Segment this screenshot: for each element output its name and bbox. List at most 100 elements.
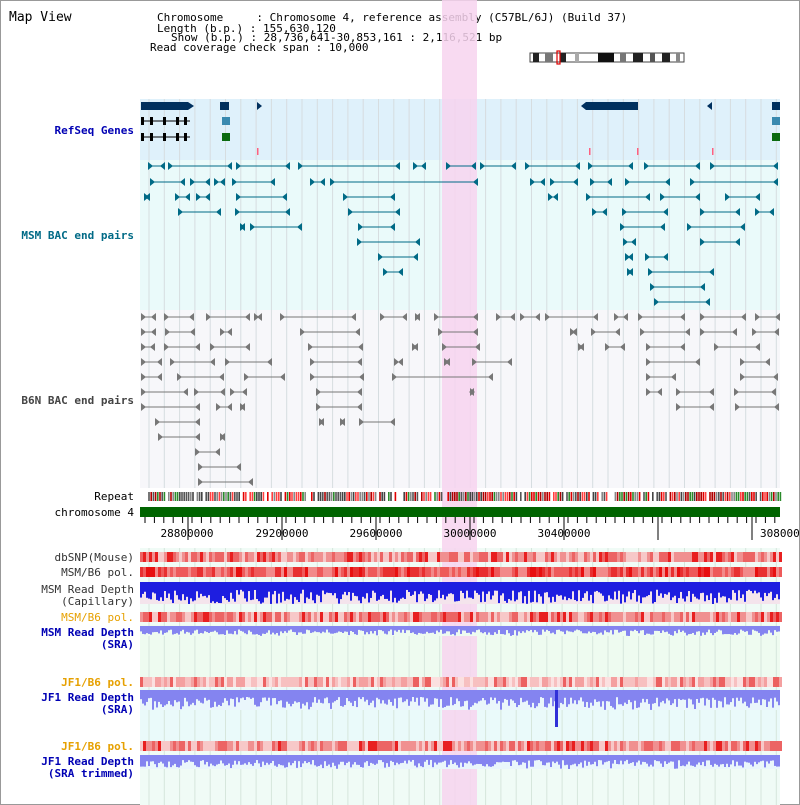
- msm-capillary-depth-bar: [740, 582, 742, 599]
- msm-pol2-cell: [737, 612, 740, 622]
- jf1-pol2-cell: [212, 741, 215, 751]
- jf1-sra-depth-bar: [774, 690, 776, 698]
- jf1-sra-depth-bar: [560, 690, 562, 703]
- track-label-repeat[interactable]: Repeat: [94, 490, 134, 503]
- msm-pol2-cell: [377, 612, 380, 622]
- jf1-pol2-cell: [398, 741, 401, 751]
- jf1-pol2-cell: [548, 741, 551, 751]
- track-label-msm-depth-sra[interactable]: MSM Read Depth (SRA): [41, 627, 134, 651]
- msm-pol2-cell: [413, 612, 416, 622]
- jf1-sra-depth-bar: [188, 690, 190, 707]
- jf1-trimmed-depth-bar: [702, 755, 704, 762]
- msm-pol2-cell: [758, 612, 761, 622]
- repeat-element: [713, 492, 716, 501]
- jf1-pol-cell: [560, 677, 563, 687]
- jf1-trimmed-depth-bar: [450, 755, 452, 761]
- b6n-bac-pair-end: [230, 388, 235, 396]
- track-label-jf1-pol-1[interactable]: JF1/B6 pol.: [61, 676, 134, 689]
- jf1-sra-depth-bar: [438, 690, 440, 707]
- repeat-element: [733, 492, 735, 501]
- msm-capillary-depth-bar: [292, 582, 294, 604]
- jf1-pol-cell: [761, 677, 764, 687]
- track-label-dbsnp[interactable]: dbSNP(Mouse): [54, 551, 134, 564]
- msm-pol2-cell: [440, 612, 443, 622]
- jf1-sra-depth-bar: [618, 690, 620, 705]
- msm-capillary-depth-bar: [564, 582, 566, 597]
- msm-sra-depth-bar: [150, 626, 152, 635]
- track-label-b6n-bac[interactable]: B6N BAC end pairs: [21, 394, 134, 407]
- jf1-trimmed-depth-bar: [404, 755, 406, 761]
- msm-pol-cell: [575, 567, 578, 577]
- msm-capillary-depth-bar: [682, 582, 684, 599]
- jf1-sra-depth-bar: [270, 690, 272, 706]
- jf1-trimmed-depth-bar: [278, 755, 280, 765]
- jf1-sra-depth-bar: [620, 690, 622, 705]
- b6n-bac-pair-end: [316, 388, 321, 396]
- jf1-pol2-cell: [269, 741, 272, 751]
- msm-capillary-depth-bar: [566, 582, 568, 601]
- jf1-pol2-cell: [665, 741, 668, 751]
- track-label-msm-bac[interactable]: MSM BAC end pairs: [21, 229, 134, 242]
- track-label-refseq[interactable]: RefSeq Genes: [54, 124, 134, 137]
- msm-sra-depth-bar: [768, 626, 770, 631]
- msm-pol-cell: [335, 567, 338, 577]
- track-label-msm-pol-2[interactable]: MSM/B6 pol.: [61, 611, 134, 624]
- jf1-sra-depth-bar: [694, 690, 696, 710]
- dbsnp-cell: [683, 552, 686, 562]
- jf1-sra-depth-bar: [664, 690, 666, 704]
- jf1-pol2-cell: [302, 741, 305, 751]
- msm-bac-pair-end: [725, 193, 730, 201]
- msm-pol2-cell: [617, 612, 620, 622]
- jf1-trimmed-depth-bar: [650, 755, 652, 765]
- jf1-trimmed-depth-bar: [432, 755, 434, 768]
- dbsnp-cell: [716, 552, 719, 562]
- jf1-pol2-cell: [599, 741, 602, 751]
- jf1-trimmed-depth-bar: [526, 755, 528, 769]
- jf1-sra-depth-bar: [496, 690, 498, 704]
- track-label-msm-depth-cap[interactable]: MSM Read Depth (Capillary): [41, 584, 134, 608]
- jf1-pol-cell: [470, 677, 473, 687]
- dbsnp-cell: [623, 552, 626, 562]
- msm-capillary-depth-bar: [424, 582, 426, 602]
- msm-pol-cell: [197, 567, 200, 577]
- jf1-trimmed-depth-bar: [614, 755, 616, 760]
- track-label-msm-pol-1[interactable]: MSM/B6 pol.: [61, 566, 134, 579]
- jf1-sra-depth-bar: [416, 690, 418, 698]
- msm-sra-depth-bar: [480, 626, 482, 633]
- repeat-element: [414, 492, 416, 501]
- track-label-jf1-pol-2[interactable]: JF1/B6 pol.: [61, 740, 134, 753]
- msm-capillary-depth-bar: [508, 582, 510, 600]
- msm-capillary-depth-bar: [448, 582, 450, 594]
- ideogram-band: [633, 53, 643, 62]
- msm-bac-pair-end: [415, 238, 420, 246]
- msm-sra-depth-bar: [412, 626, 414, 633]
- msm-capillary-depth-bar: [512, 582, 514, 591]
- msm-pol-cell: [653, 567, 656, 577]
- b6n-bac-pair-end: [267, 358, 272, 366]
- msm-pol2-cell: [350, 612, 353, 622]
- repeat-element: [363, 492, 366, 501]
- repeat-element: [163, 492, 166, 501]
- msm-sra-depth-bar: [396, 626, 398, 632]
- msm-pol2-cell: [443, 612, 446, 622]
- msm-pol-cell: [302, 567, 305, 577]
- jf1-trimmed-depth-bar: [532, 755, 534, 767]
- jf1-sra-depth-bar: [428, 690, 430, 707]
- track-label-chromosome[interactable]: chromosome 4: [54, 506, 134, 519]
- repeat-element: [412, 492, 414, 501]
- track-label-jf1-depth[interactable]: JF1 Read Depth (SRA): [41, 692, 134, 716]
- jf1-pol2-cell: [290, 741, 293, 751]
- jf1-trimmed-depth-bar: [246, 755, 248, 765]
- repeat-element: [687, 492, 689, 501]
- msm-capillary-depth-bar: [516, 582, 518, 600]
- repeat-element: [447, 492, 449, 501]
- repeat-element: [614, 492, 617, 501]
- msm-sra-depth-bar: [274, 626, 276, 635]
- jf1-sra-depth-bar: [498, 690, 500, 702]
- jf1-pol-cell: [194, 677, 197, 687]
- jf1-pol2-cell: [428, 741, 431, 751]
- jf1-sra-depth-bar: [458, 690, 460, 702]
- jf1-pol2-cell: [230, 741, 233, 751]
- track-label-jf1-trimmed[interactable]: JF1 Read Depth (SRA trimmed): [41, 756, 134, 780]
